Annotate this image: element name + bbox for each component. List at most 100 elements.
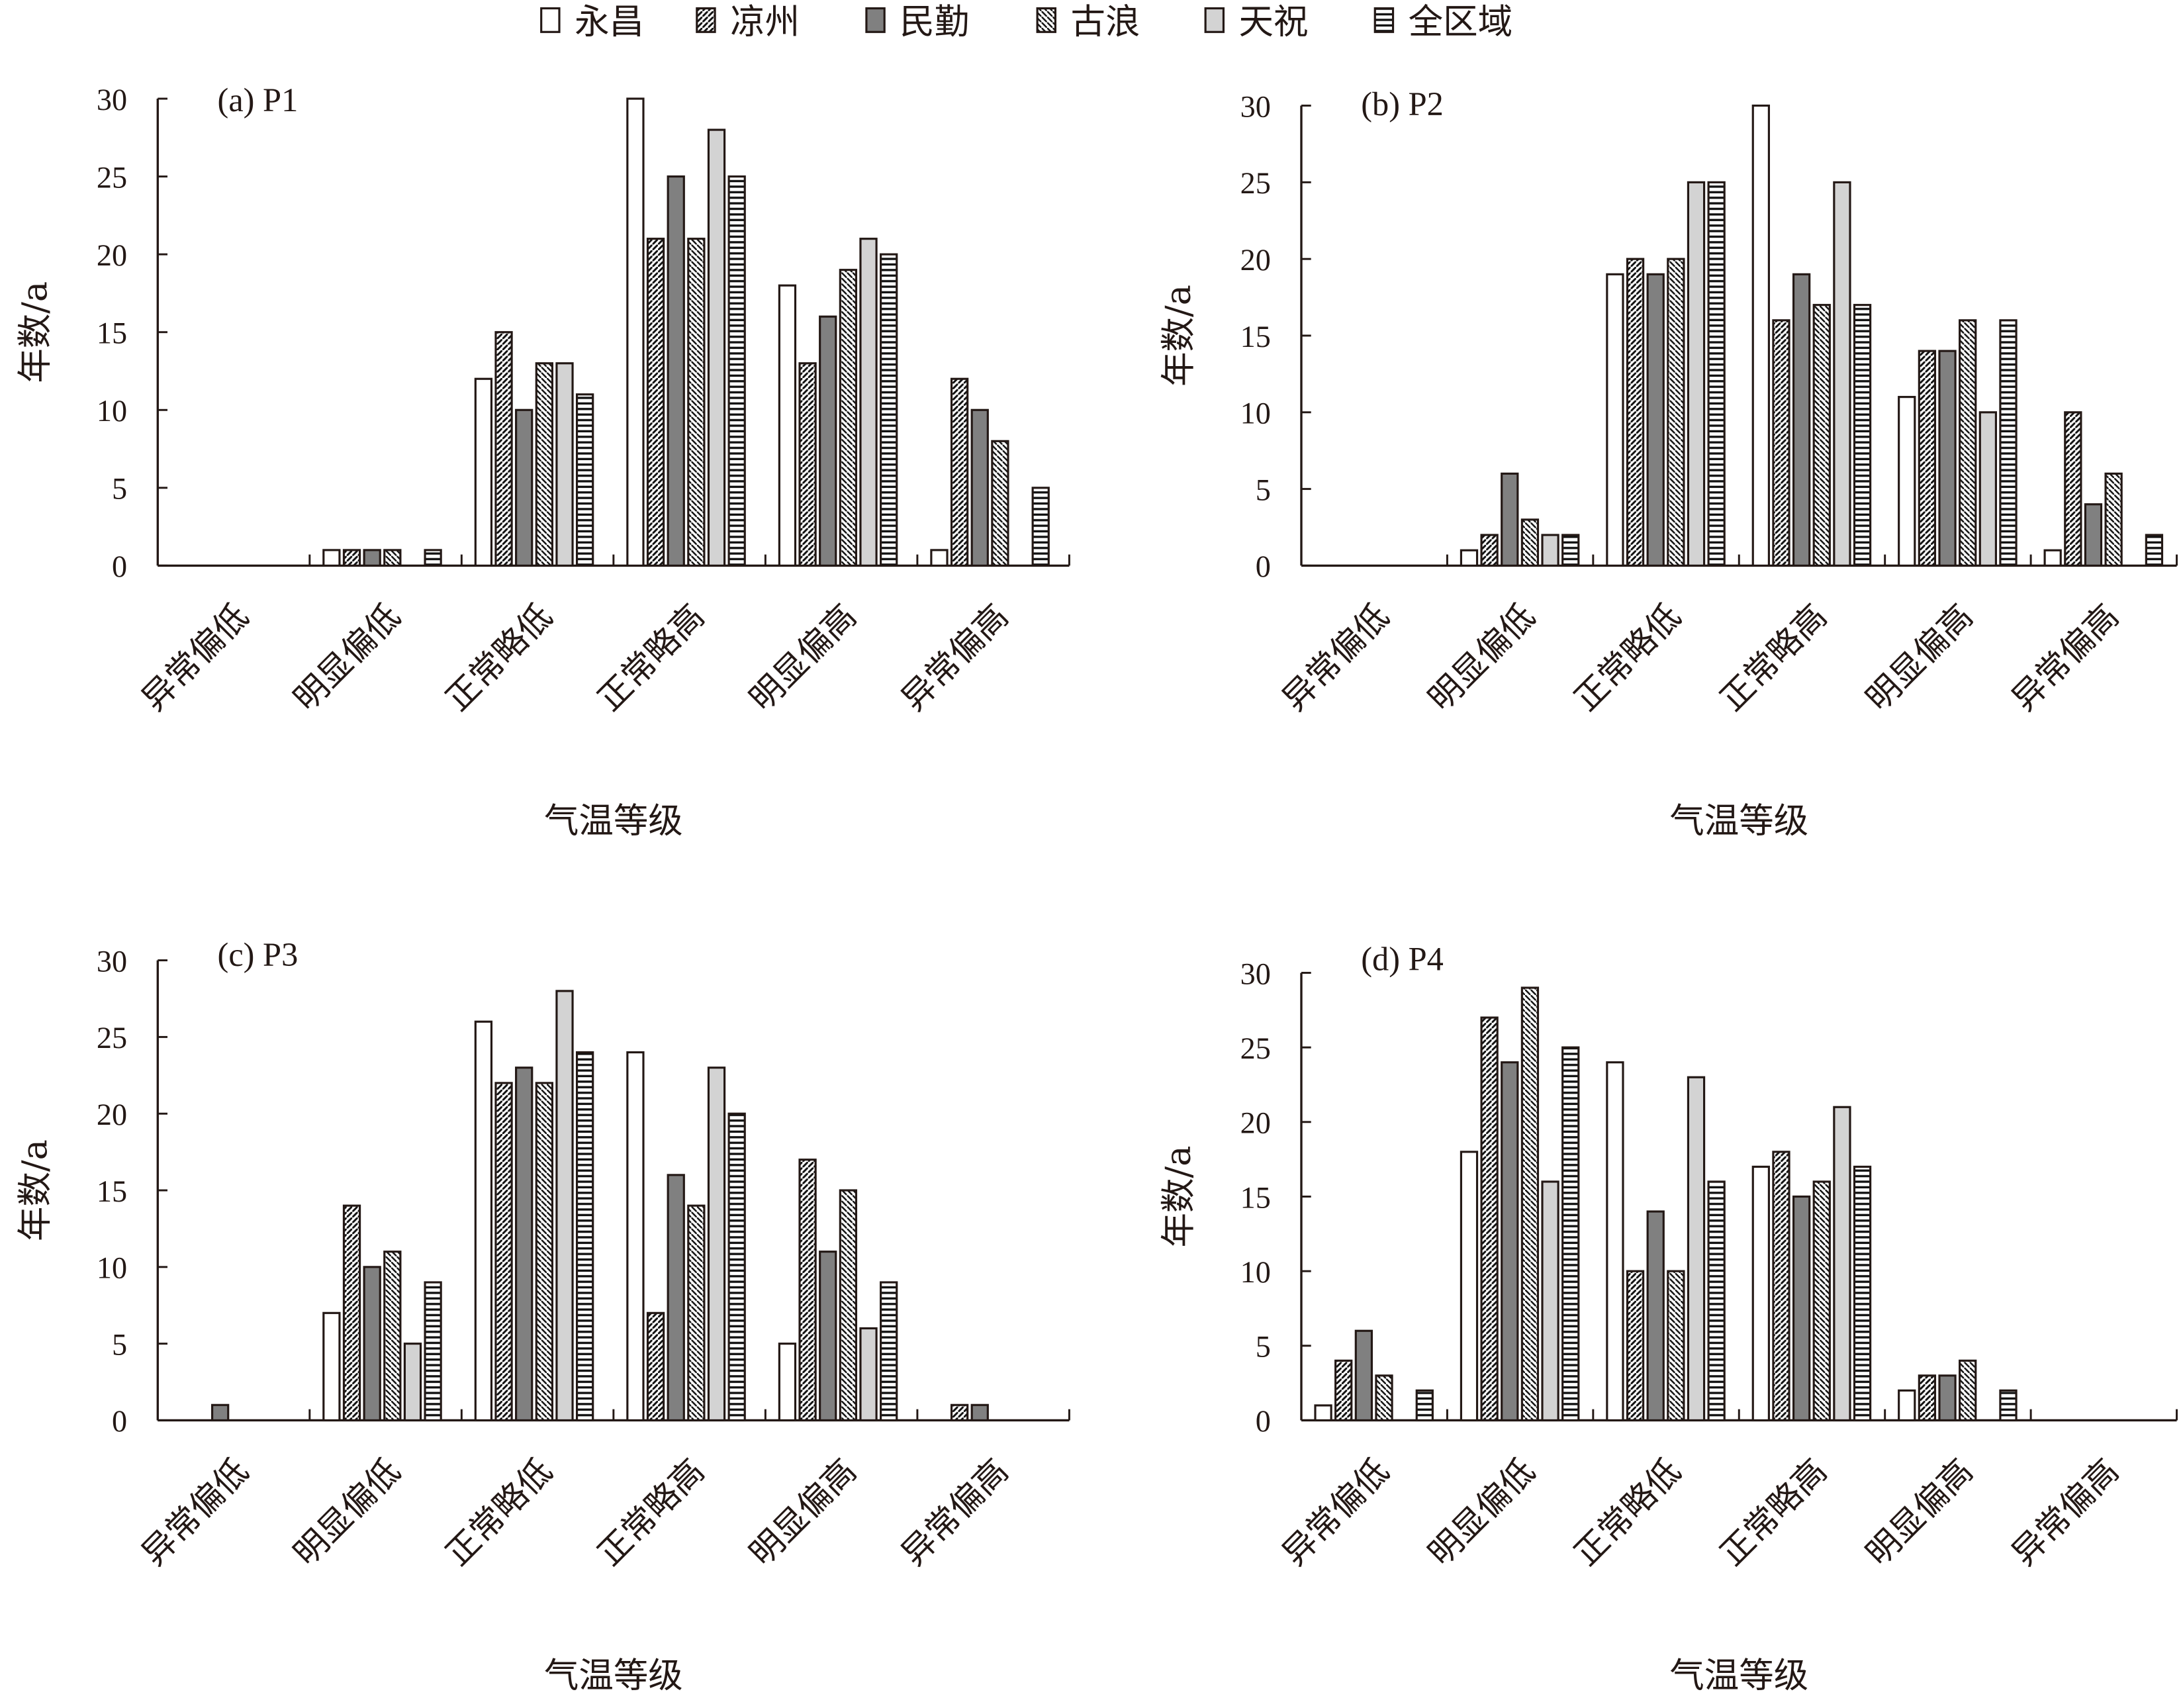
bar-永昌-异常偏高: [930, 549, 949, 567]
category-label: 异常偏高: [894, 1451, 1015, 1573]
y-tick-label: 10: [1240, 397, 1271, 430]
bar-永昌-正常略高: [1751, 1165, 1770, 1422]
category-label: 明显偏低: [1420, 596, 1542, 718]
bar-民勤-明显偏低: [1501, 472, 1519, 567]
bar-全区域-明显偏低: [424, 1281, 442, 1422]
bar-古浪-明显偏低: [1520, 518, 1540, 567]
legend-swatch-4: [1204, 7, 1225, 33]
bar-凉州-正常略低: [1626, 1270, 1645, 1422]
bar-全区域-正常略高: [727, 1112, 746, 1422]
y-tick-label: 0: [1256, 549, 1271, 583]
y-tick-label: 0: [1256, 1404, 1271, 1438]
bar-天祝-正常略高: [1833, 1106, 1851, 1422]
legend-label: 民勤: [900, 1, 969, 42]
bar-民勤-正常略低: [515, 408, 534, 567]
bar-全区域-明显偏低: [424, 549, 442, 567]
bar-凉州-明显偏低: [342, 549, 361, 567]
y-tick-label: 25: [1240, 1031, 1271, 1065]
bar-古浪-明显偏高: [839, 1189, 858, 1422]
category-label: 明显偏高: [742, 1451, 864, 1573]
bar-天祝-明显偏低: [403, 1343, 422, 1422]
bar-全区域-明显偏低: [1561, 1046, 1580, 1422]
legend-label: 永昌: [575, 1, 644, 42]
category-label: 异常偏低: [1275, 596, 1397, 718]
bar-天祝-正常略低: [555, 990, 574, 1422]
bar-民勤-异常偏低: [211, 1403, 230, 1422]
y-tick-label: 15: [97, 316, 127, 350]
bar-天祝-正常略高: [1833, 181, 1851, 567]
bar-永昌-明显偏低: [1460, 549, 1479, 567]
bar-全区域-正常略高: [1853, 304, 1872, 567]
bar-永昌-明显偏高: [1898, 396, 1916, 567]
bar-天祝-正常略低: [1687, 1076, 1706, 1422]
bar-凉州-正常略高: [1772, 1151, 1790, 1422]
bar-民勤-异常偏低: [1354, 1329, 1373, 1422]
y-tick-label: 5: [1256, 473, 1271, 506]
bar-天祝-正常略高: [707, 128, 726, 567]
panel-title: (c) P3: [218, 936, 299, 973]
category-label: 正常略高: [1712, 596, 1834, 718]
y-axis-label: 年数/a: [1158, 285, 1199, 387]
legend-swatch-0: [540, 7, 561, 33]
bar-凉州-明显偏低: [1480, 1016, 1499, 1422]
bar-古浪-异常偏高: [991, 440, 1009, 567]
category-label: 正常略高: [1712, 1451, 1834, 1573]
y-axis-label: 年数/a: [15, 281, 55, 383]
bar-民勤-明显偏高: [1938, 350, 1957, 567]
bar-古浪-明显偏高: [1959, 319, 1977, 567]
bar-凉州-正常略低: [494, 331, 513, 567]
bar-民勤-正常略高: [1792, 1195, 1811, 1422]
bar-凉州-异常偏高: [950, 1403, 969, 1422]
bar-凉州-异常偏高: [2064, 411, 2082, 567]
category-label: 异常偏低: [134, 1451, 256, 1573]
panel-2: 0 5 10 15 20 25 30 (b) P2 年数/a 气温等级 异常偏低 明显偏低 正常略低 正常…: [1158, 85, 2178, 841]
bar-全区域-明显偏高: [1999, 319, 2018, 567]
bar-永昌-正常略低: [1606, 1061, 1624, 1422]
legend-swatch-5: [1373, 7, 1395, 33]
bar-天祝-明显偏高: [1978, 411, 1997, 567]
bar-永昌-明显偏低: [1460, 1151, 1479, 1422]
category-label: 异常偏高: [2004, 1451, 2126, 1573]
y-tick-label: 0: [112, 1404, 127, 1438]
x-axis-label: 气温等级: [1669, 800, 1808, 841]
bar-凉州-明显偏低: [342, 1204, 361, 1422]
bar-民勤-正常略低: [1646, 273, 1665, 567]
bar-全区域-明显偏高: [1999, 1389, 2018, 1422]
y-tick-label: 25: [97, 160, 127, 194]
y-tick-label: 20: [97, 238, 127, 272]
bar-永昌-明显偏高: [778, 1343, 797, 1422]
bar-民勤-异常偏高: [970, 408, 989, 567]
category-label: 正常略低: [438, 596, 560, 718]
category-label: 明显偏高: [742, 596, 864, 718]
y-tick-label: 5: [112, 1327, 127, 1361]
category-label: 明显偏高: [1858, 1451, 1980, 1573]
category-label: 异常偏高: [2004, 596, 2126, 718]
category-label: 明显偏高: [1858, 596, 1980, 718]
bar-古浪-正常略高: [687, 1204, 706, 1422]
bar-民勤-明显偏高: [819, 1251, 837, 1422]
bar-凉州-异常偏高: [950, 377, 969, 567]
bar-民勤-明显偏低: [363, 549, 381, 567]
x-axis-label: 气温等级: [544, 800, 683, 841]
bar-凉州-正常略低: [494, 1082, 513, 1422]
y-tick-label: 15: [97, 1174, 127, 1208]
bar-古浪-异常偏高: [2104, 472, 2123, 567]
bar-天祝-正常略低: [555, 362, 574, 567]
bar-民勤-明显偏低: [1501, 1061, 1519, 1422]
bar-永昌-正常略高: [1751, 104, 1770, 567]
y-tick-label: 10: [97, 394, 127, 428]
y-tick-label: 0: [112, 549, 127, 583]
y-tick-label: 25: [97, 1021, 127, 1055]
y-axis-label: 年数/a: [1158, 1146, 1199, 1248]
bar-民勤-明显偏高: [1938, 1374, 1957, 1422]
y-tick-label: 20: [1240, 1106, 1271, 1140]
bar-全区域-明显偏高: [880, 253, 898, 567]
bar-民勤-正常略低: [1646, 1210, 1665, 1422]
bar-民勤-正常略高: [667, 175, 685, 567]
y-tick-label: 30: [97, 83, 127, 117]
panel-title: (a) P1: [218, 81, 299, 119]
bar-全区域-正常略高: [1853, 1165, 1872, 1422]
bar-天祝-明显偏低: [1541, 534, 1559, 567]
bar-凉州-正常略高: [646, 238, 665, 567]
